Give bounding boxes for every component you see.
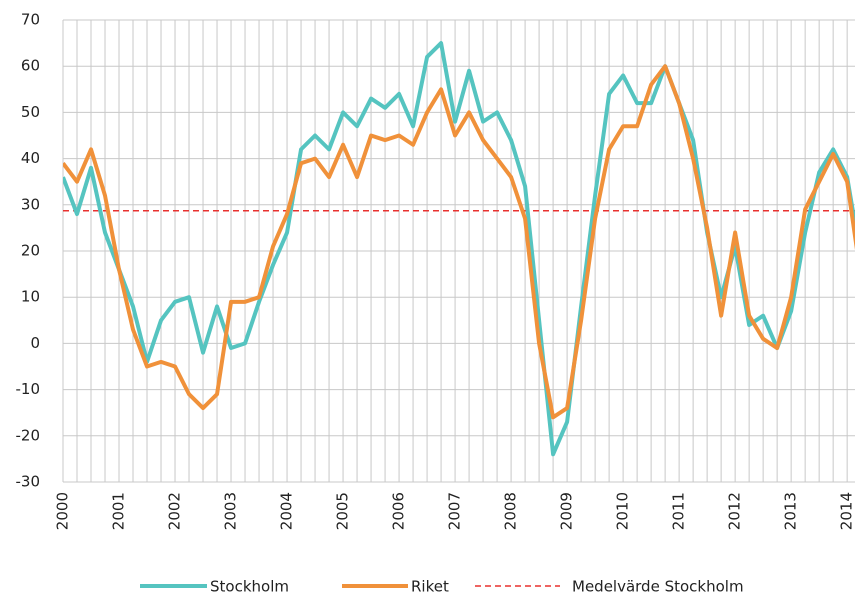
y-tick-label: 20	[21, 242, 40, 260]
plot-area	[63, 41, 855, 457]
y-tick-label: 10	[21, 288, 40, 306]
x-tick-label: 2003	[222, 492, 240, 530]
x-tick-label: 2014	[838, 492, 856, 530]
x-tick-label: 2000	[54, 492, 72, 530]
y-tick-label: 0	[30, 334, 40, 352]
x-tick-label: 2011	[670, 492, 688, 530]
x-tick-label: 2008	[502, 492, 520, 530]
x-tick-label: 2007	[446, 492, 464, 530]
y-tick-label: -30	[16, 473, 41, 491]
grid	[62, 19, 855, 483]
x-tick-label: 2010	[614, 492, 632, 530]
legend-label: Riket	[411, 578, 449, 596]
y-tick-label: 50	[21, 103, 40, 121]
x-tick-label: 2001	[110, 492, 128, 530]
series-line	[63, 64, 855, 420]
x-tick-label: 2013	[782, 492, 800, 530]
y-tick-label: 40	[21, 149, 40, 167]
x-tick-label: 2004	[278, 492, 296, 530]
legend-label: Stockholm	[210, 578, 289, 596]
y-tick-label: 60	[21, 57, 40, 75]
x-tick-label: 2002	[166, 492, 184, 530]
x-tick-label: 2006	[390, 492, 408, 530]
x-tick-label: 2005	[334, 492, 352, 530]
x-tick-label: 2012	[726, 492, 744, 530]
y-tick-label: -10	[16, 380, 41, 398]
legend-label: Medelvärde Stockholm	[572, 578, 744, 596]
y-tick-label: 30	[21, 195, 40, 213]
labels: -30 -20 -10 0 10 20 30 40 50 60 70 2000 2001 2002 2003…	[16, 11, 856, 596]
x-tick-label: 2009	[558, 492, 576, 530]
y-tick-label: -20	[16, 426, 41, 444]
y-tick-label: 70	[21, 11, 40, 29]
